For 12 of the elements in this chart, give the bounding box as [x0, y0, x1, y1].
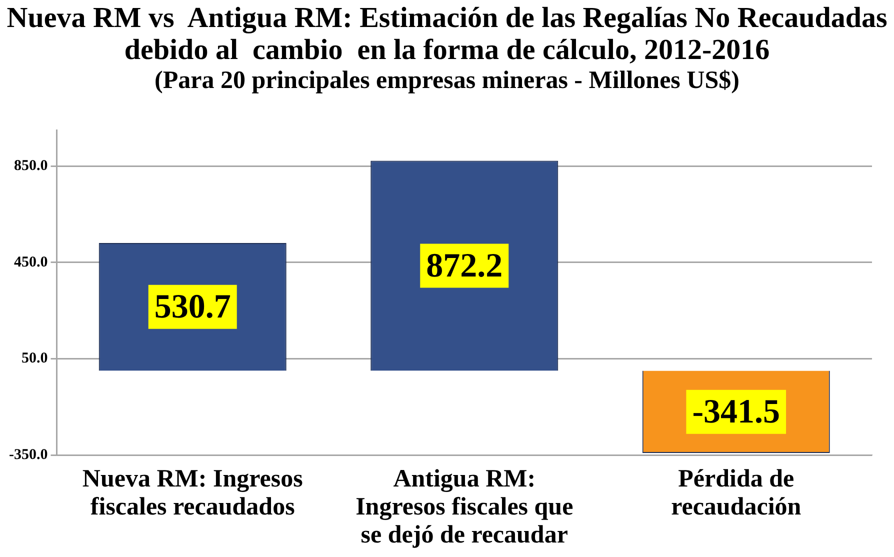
- x-tick-label: Pérdida de recaudación: [671, 465, 802, 520]
- data-label: 872.2: [426, 248, 503, 285]
- y-tick-label: 450.0: [14, 254, 48, 270]
- y-tick-label: 50.0: [21, 350, 48, 367]
- chart-title: Nueva RM vs Antigua RM: Estimación de las Regalías No Recaudadas debido al cambio en la forma de cálculo, 2012-2016: [6, 2, 888, 66]
- x-tick-label: Nueva RM: Ingresos fiscales recaudados: [82, 465, 304, 520]
- chart-subtitle: (Para 20 principales empresas mineras - Millones US$): [154, 66, 740, 96]
- y-tick-label: -350.0: [8, 446, 48, 463]
- data-label: 530.7: [154, 288, 231, 326]
- y-tick-label: 850.0: [14, 158, 48, 174]
- data-label: -341.5: [692, 394, 780, 431]
- x-tick-label: Antigua RM: Ingresos fiscales que se dejó de recaudar: [356, 465, 574, 548]
